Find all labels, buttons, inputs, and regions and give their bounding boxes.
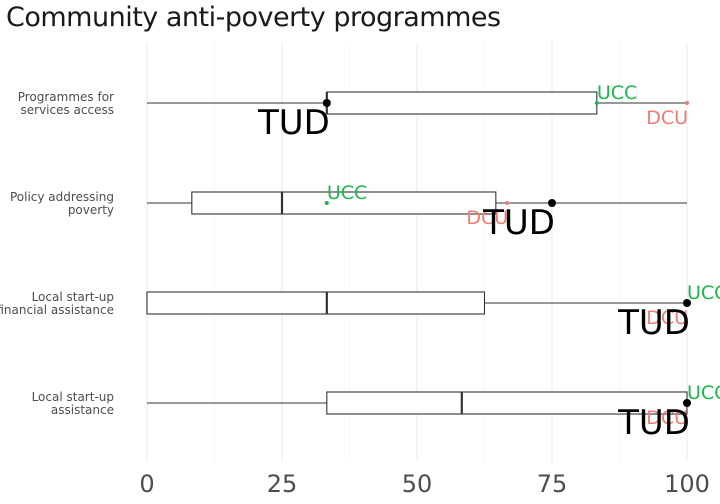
x-tick-label: 0 bbox=[139, 470, 154, 498]
category-label: Policy addressing bbox=[10, 190, 114, 204]
point-label-dcu: DCU bbox=[646, 407, 688, 429]
point-label-ucc: UCC bbox=[327, 182, 367, 204]
point-tud bbox=[683, 399, 691, 407]
point-label-ucc: UCC bbox=[687, 282, 720, 304]
category-label: Local start-up bbox=[32, 290, 114, 304]
point-dcu bbox=[505, 201, 510, 205]
point-label-tud: TUD bbox=[257, 103, 330, 143]
point-label-ucc: UCC bbox=[687, 382, 720, 404]
category-label: poverty bbox=[68, 203, 114, 217]
point-tud bbox=[322, 99, 331, 107]
point-label-tud: TUD bbox=[482, 203, 555, 243]
point-label-dcu: DCU bbox=[466, 207, 508, 229]
box bbox=[191, 191, 497, 215]
point-ucc bbox=[594, 101, 599, 105]
point-dcu bbox=[685, 101, 689, 105]
box-layer bbox=[146, 91, 688, 415]
point-tud bbox=[683, 299, 691, 307]
point-tud bbox=[548, 199, 556, 207]
box bbox=[326, 91, 598, 115]
point-label-tud: TUD bbox=[617, 403, 690, 443]
point-label-tud: TUD bbox=[617, 303, 690, 343]
point-label-dcu: DCU bbox=[646, 107, 688, 129]
box bbox=[146, 291, 486, 315]
x-tick-label: 75 bbox=[537, 470, 568, 498]
category-label: services access bbox=[21, 103, 115, 117]
point-layer: UCCDCUTUDUCCDCUTUDUCCDCUTUDUCCDCUTUD bbox=[257, 82, 720, 443]
x-tick-label: 50 bbox=[402, 470, 433, 498]
x-axis-ticks: 0 25 50 75 100 bbox=[139, 470, 710, 498]
point-label-dcu: DCU bbox=[646, 307, 688, 329]
point-label-ucc: UCC bbox=[597, 82, 637, 104]
category-label: financial assistance bbox=[0, 303, 114, 317]
category-label: Programmes for bbox=[18, 90, 114, 104]
x-tick-label: 100 bbox=[664, 470, 710, 498]
category-label: Local start-up bbox=[32, 390, 114, 404]
point-ucc bbox=[324, 201, 329, 205]
chart-title: Community anti-poverty programmes bbox=[6, 2, 501, 33]
category-label: assistance bbox=[51, 403, 114, 417]
x-tick-label: 25 bbox=[267, 470, 298, 498]
